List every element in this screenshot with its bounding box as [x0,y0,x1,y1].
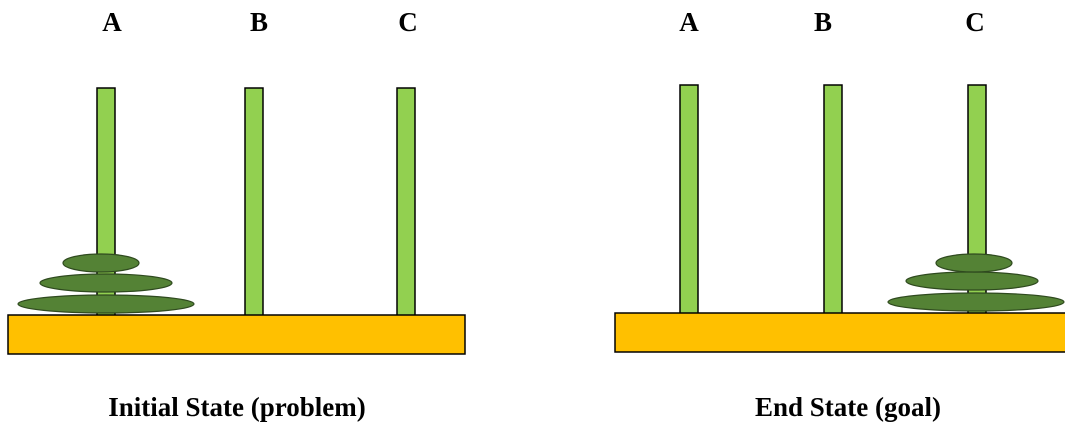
peg-label: B [814,7,832,37]
rod [245,88,263,316]
peg-label: A [102,7,122,37]
disk-medium [40,274,172,292]
caption: Initial State (problem) [108,392,366,422]
end-state-panel: A B C End State (goal) [615,7,1065,422]
disk-small [936,254,1012,272]
rod [397,88,415,316]
base [8,315,465,354]
peg-label: B [250,7,268,37]
peg-label: C [965,7,985,37]
peg-label: A [679,7,699,37]
rod [824,85,842,314]
base [615,313,1065,352]
disk-medium [906,272,1038,290]
disk-small [63,254,139,272]
caption: End State (goal) [755,392,941,422]
peg-label: C [398,7,418,37]
diagram: A B C Initial State (problem) A B C End … [0,0,1065,430]
rod [680,85,698,314]
initial-state-panel: A B C Initial State (problem) [8,7,465,422]
disk-large [18,295,194,313]
disk-large [888,293,1064,311]
